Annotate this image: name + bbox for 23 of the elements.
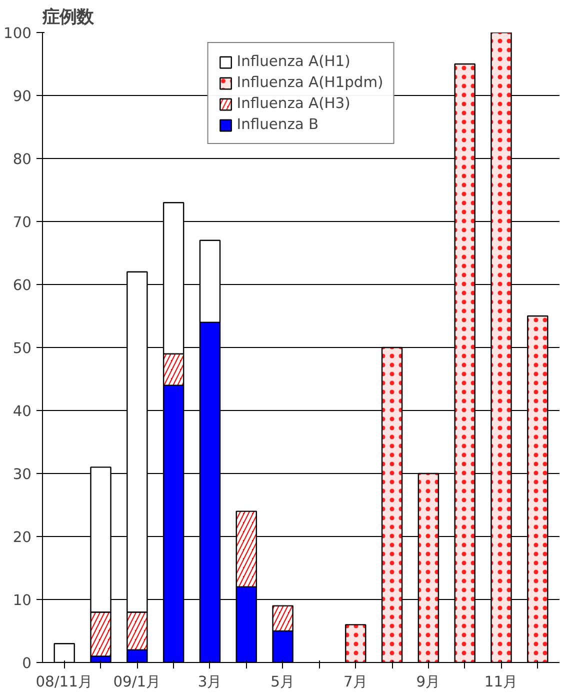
y-tick-label: 100 [4,25,32,42]
y-tick-label: 40 [12,403,32,420]
y-tick-label: 90 [12,88,32,105]
x-tick-label: 9月 [416,674,441,690]
x-tick-label: 09/1月 [113,674,162,690]
x-tick-label: 11月 [484,674,518,690]
y-tick-label: 60 [12,277,32,294]
y-tick-label: 30 [12,466,32,483]
y-tick-label: 70 [12,214,32,231]
y-tick-label: 50 [12,340,32,357]
y-tick-label: 80 [12,151,32,168]
y-tick-label: 20 [12,529,32,546]
legend-label: Influenza A(H3) [236,95,350,112]
legend-label: Influenza B [236,116,319,133]
y-tick-label: 10 [12,592,32,609]
x-tick-label: 3月 [198,674,222,690]
x-tick-label: 08/11月 [36,674,93,690]
x-tick-label: 7月 [343,674,368,690]
legend-label: Influenza A(H1) [236,53,350,70]
y-axis-title: 症例数 [42,8,94,28]
y-tick-label: 0 [22,655,32,672]
x-tick-label: 5月 [270,674,295,690]
legend-label: Influenza A(H1pdm) [236,74,384,91]
